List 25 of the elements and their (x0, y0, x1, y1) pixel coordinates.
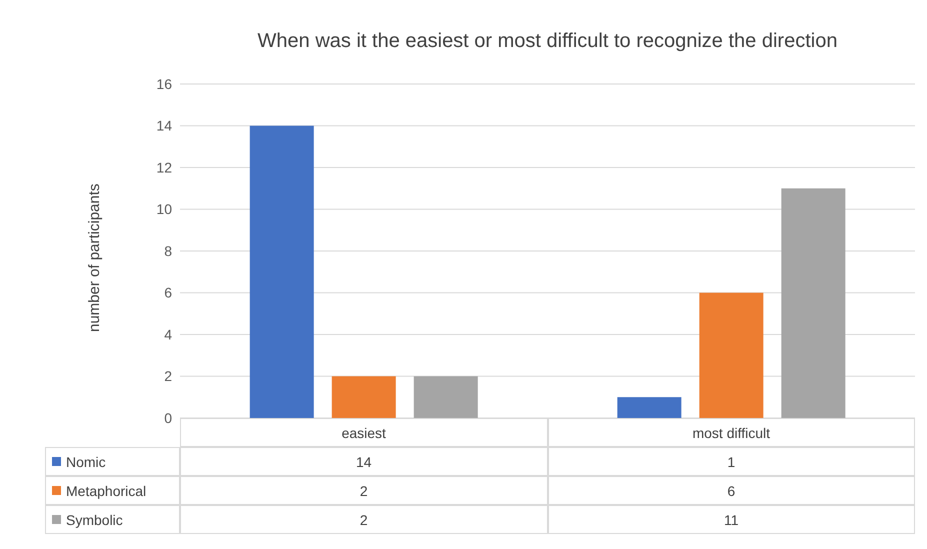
y-tick-label: 2 (164, 368, 172, 384)
bar (332, 376, 396, 418)
bar (781, 188, 846, 418)
chart-title: When was it the easiest or most difficult to recognize the direction (256, 30, 838, 53)
y-tick-label: 14 (156, 118, 172, 134)
data-label: 6 (548, 476, 915, 505)
y-tick-label: 4 (164, 326, 172, 342)
data-label: 1 (548, 447, 915, 476)
data-label: 11 (548, 505, 915, 534)
legend-label: Symbolic (66, 510, 123, 530)
y-tick-label: 16 (156, 76, 172, 92)
y-tick-label: 0 (164, 410, 172, 426)
x-tick-label: easiest (180, 418, 548, 447)
bar (699, 292, 764, 418)
bar (414, 376, 478, 418)
x-tick-label: most difficult (548, 418, 915, 447)
y-tick-label: 8 (164, 242, 172, 259)
legend-label: Metaphorical (66, 482, 146, 501)
y-tick-label: 10 (156, 201, 172, 218)
bar (617, 397, 682, 418)
bar (250, 126, 314, 418)
legend-label: Nomic (66, 452, 106, 472)
y-tick-label: 12 (156, 159, 172, 176)
y-axis-title: number of participants (86, 182, 103, 334)
y-tick-label: 6 (164, 284, 172, 301)
